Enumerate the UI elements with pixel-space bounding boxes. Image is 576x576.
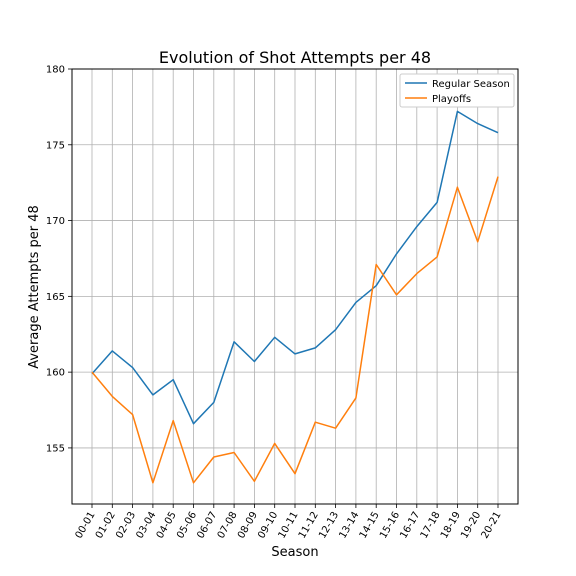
y-tick-label: 170 bbox=[46, 216, 65, 227]
x-axis-label: Season bbox=[271, 545, 318, 560]
y-tick-label: 175 bbox=[46, 140, 65, 151]
chart-title: Evolution of Shot Attempts per 48 bbox=[159, 48, 431, 67]
series-line-regular-season bbox=[91, 110, 499, 425]
legend-label-regular-season: Regular Season bbox=[432, 79, 510, 90]
y-tick-label: 155 bbox=[46, 443, 65, 454]
legend: Regular Season Playoffs bbox=[399, 73, 515, 108]
y-axis-label: Average Attempts per 48 bbox=[27, 205, 42, 369]
legend-box bbox=[399, 73, 515, 108]
y-tick-label: 180 bbox=[46, 65, 65, 76]
series-lines bbox=[91, 110, 499, 484]
series-line-playoffs bbox=[91, 176, 499, 484]
legend-label-playoffs: Playoffs bbox=[432, 94, 471, 105]
y-tick-label: 165 bbox=[46, 292, 65, 303]
y-tick-label: 160 bbox=[46, 368, 65, 379]
